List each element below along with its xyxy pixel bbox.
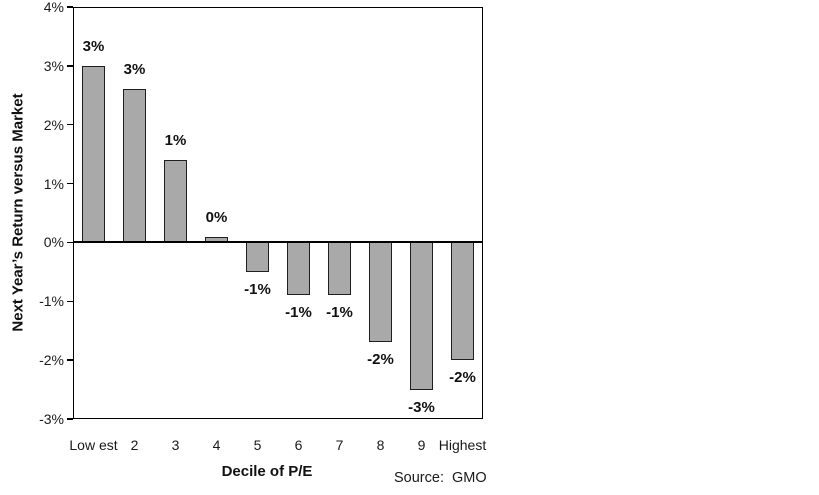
y-tick-label: -1% [39, 293, 64, 310]
bar-value-label: 1% [164, 132, 187, 150]
x-category-label: 3 [171, 437, 180, 453]
x-category-label: 7 [335, 437, 344, 453]
y-tick-label: -3% [39, 411, 64, 427]
y-tick-mark [67, 241, 73, 244]
y-tick-mark [67, 6, 73, 8]
y-tick-label: -2% [39, 352, 64, 369]
bar-value-label: -3% [408, 398, 435, 416]
y-tick-mark [67, 182, 73, 185]
source-note: Source: GMO [394, 470, 487, 486]
x-category-label: Low est [69, 437, 118, 453]
y-tick-label: 3% [43, 57, 64, 74]
x-category-label: Highest [438, 437, 487, 453]
x-category-label: 9 [417, 437, 426, 453]
bar [451, 242, 474, 361]
x-category-label: 2 [130, 437, 139, 453]
x-category-label: 8 [376, 437, 385, 453]
bar-value-label: -1% [244, 280, 271, 298]
bar [246, 242, 269, 272]
y-tick-label: 1% [43, 175, 64, 192]
bar [369, 242, 392, 343]
bar [287, 242, 310, 296]
bar [164, 160, 187, 243]
bar-value-label: -2% [367, 351, 394, 369]
y-tick-label: 2% [43, 116, 64, 133]
y-tick-mark [67, 300, 73, 303]
y-tick-label: 4% [43, 0, 64, 15]
bar-value-label: 3% [82, 37, 105, 55]
bar-value-label: -1% [326, 304, 353, 322]
x-category-label: 5 [253, 437, 262, 453]
bar [410, 242, 433, 390]
bar [328, 242, 351, 296]
zero-axis-line [73, 241, 483, 244]
x-axis-title: Decile of P/E [221, 463, 313, 480]
bar [82, 65, 105, 243]
bar-value-label: -2% [449, 369, 476, 387]
y-tick-mark [67, 65, 73, 67]
bar-value-label: 3% [123, 61, 146, 79]
x-category-label: 6 [294, 437, 303, 453]
y-tick-mark [67, 123, 73, 126]
bar-value-label: -1% [285, 304, 312, 322]
bar-value-label: 0% [205, 208, 228, 226]
y-tick-label: 0% [43, 234, 64, 251]
x-category-label: 4 [212, 437, 221, 453]
y-tick-mark [67, 359, 73, 361]
bar [123, 89, 146, 243]
y-tick-mark [67, 418, 73, 420]
y-axis-title: Next Year’s Return versus Market [9, 93, 27, 332]
